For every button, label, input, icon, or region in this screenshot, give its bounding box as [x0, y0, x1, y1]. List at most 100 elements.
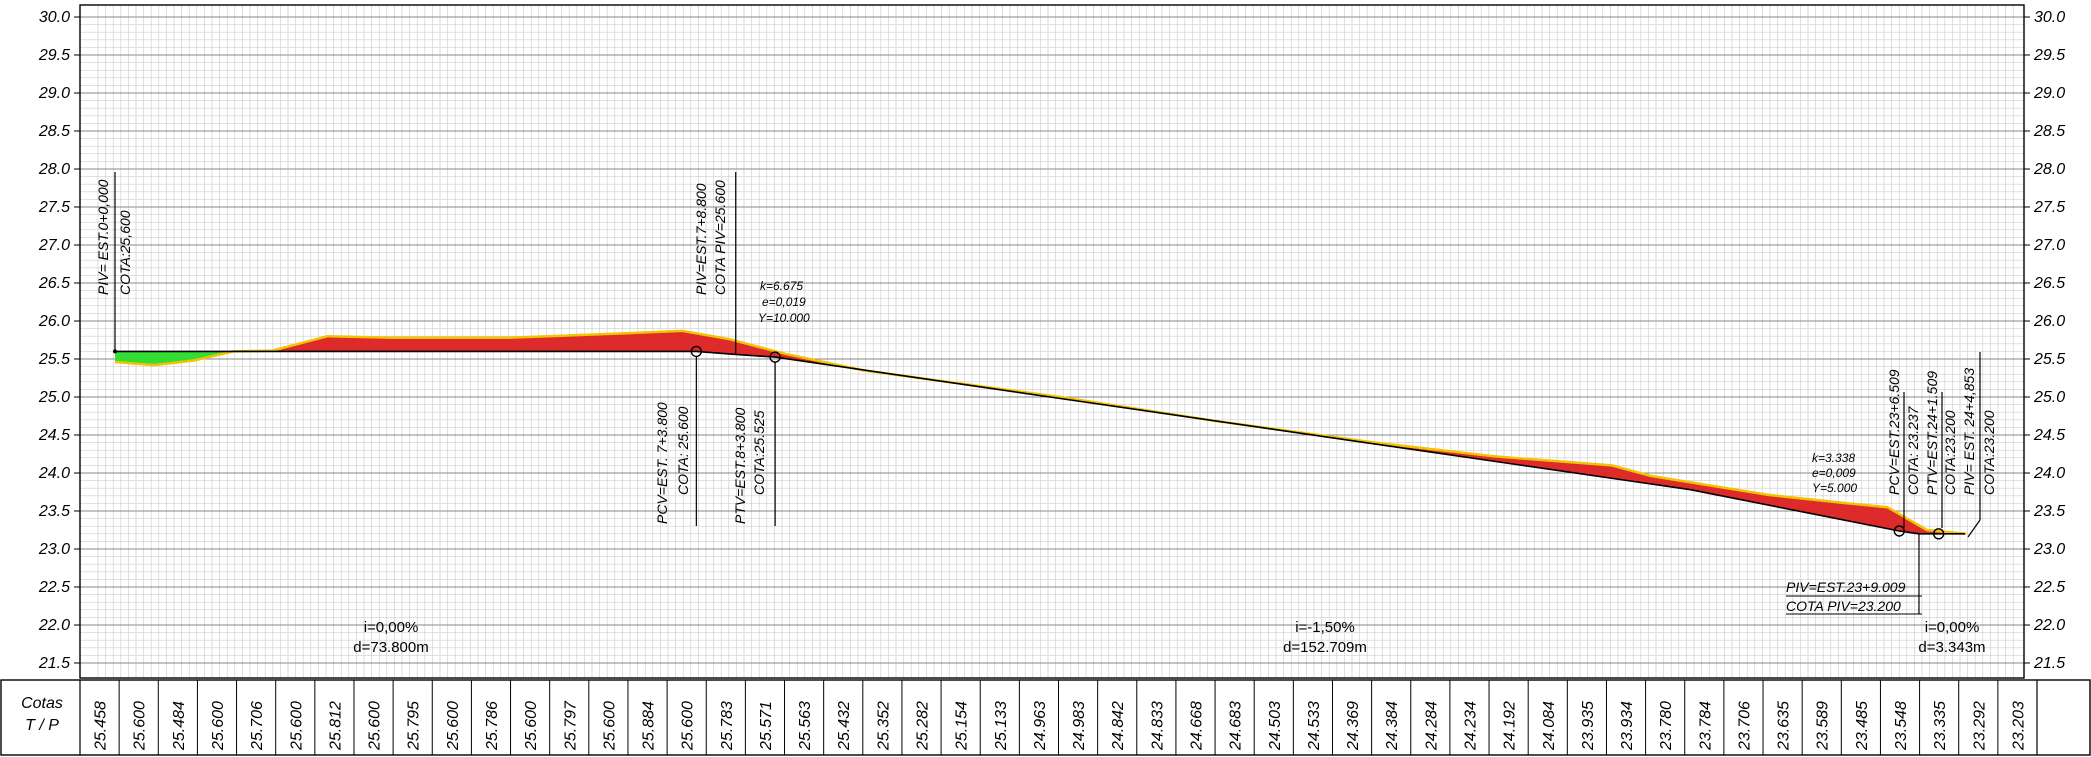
table-cell-value: 24.384 [1384, 701, 1401, 751]
table-header-cotas: Cotas [21, 695, 63, 712]
grade-2-slope: i=-1,50% [1295, 619, 1355, 636]
chart-border [79, 4, 2025, 679]
y-tick-label-right: 24.0 [2033, 465, 2065, 482]
piv-start-elevation: COTA:25,600 [117, 210, 133, 295]
grade-line [115, 350, 1965, 535]
y-tick-label-right: 24.5 [2033, 427, 2065, 444]
y-tick-label-right: 26.5 [2033, 275, 2065, 292]
table-cell-value: 25.706 [249, 701, 266, 751]
table-cell-value: 23.548 [1893, 701, 1910, 751]
leader-line [1967, 519, 1981, 538]
table-cell-value: 24.533 [1306, 701, 1323, 751]
table-cell-value: 25.571 [758, 701, 775, 751]
y-tick-label-left: 23.0 [38, 541, 70, 558]
table-cell-value: 24.369 [1345, 701, 1362, 751]
y-tick-label-left: 27.5 [38, 199, 70, 216]
y-tick-label-right: 25.5 [2033, 351, 2065, 368]
y-tick-label-left: 29.0 [38, 85, 70, 102]
table-cell-value: 24.668 [1189, 701, 1206, 751]
table-cell-value: 23.292 [1971, 701, 1988, 751]
y-tick-label-left: 28.0 [38, 161, 70, 178]
table-cell-value: 25.600 [523, 701, 540, 751]
table-cell-value: 25.812 [327, 701, 344, 751]
table-cell-value: 25.797 [562, 700, 579, 751]
table-cell-value: 25.133 [993, 701, 1010, 751]
table-cell-value: 25.154 [954, 701, 971, 751]
ptv-2-elevation: COTA:23.200 [1942, 410, 1958, 495]
table-cell-value: 23.635 [1776, 701, 1793, 751]
cut-area [1261, 427, 1959, 534]
table-cell-value: 24.842 [1110, 701, 1127, 751]
piv-2-elevation: COTA PIV=23.200 [1786, 598, 1901, 614]
grade-3-slope: i=0,00% [1925, 619, 1980, 636]
cut-area [256, 330, 848, 368]
table-cell-value: 24.833 [1149, 701, 1166, 751]
table-cell-value: 25.600 [132, 701, 149, 751]
curve-2-e: e=0,009 [1812, 466, 1856, 480]
y-tick-label-right: 29.0 [2033, 85, 2065, 102]
y-tick-label-right: 22.5 [2033, 579, 2065, 596]
y-tick-label-left: 27.0 [38, 237, 70, 254]
y-tick-label-right: 23.0 [2033, 541, 2065, 558]
table-cell-value: 25.432 [836, 701, 853, 751]
pcv-1-station: PCV=EST. 7+3.800 [654, 402, 670, 524]
y-tick-label-right: 28.5 [2033, 123, 2065, 140]
fill-area [115, 351, 230, 366]
piv-end-elevation: COTA:23.200 [1981, 410, 1997, 495]
y-tick-label-left: 30.0 [39, 9, 70, 26]
table-cell-value: 24.983 [1071, 701, 1088, 751]
y-axis-right: 30.0 29.5 29.0 28.5 28.0 27.5 27.0 26.5 26.0 25.5… [2024, 9, 2065, 672]
table-cell-value: 24.683 [1228, 701, 1245, 751]
y-tick-label-right: 21.5 [2033, 655, 2065, 672]
y-tick-label-left: 26.5 [38, 275, 70, 292]
y-axis-left: 30.0 29.5 29.0 28.5 28.0 27.5 27.0 26.5 26.0 25.5… [38, 9, 80, 672]
grade-2-length: d=152.709m [1283, 639, 1367, 656]
table-cell-value: 25.352 [875, 701, 892, 751]
y-tick-label-right: 27.5 [2033, 199, 2065, 216]
table-cell-value: 25.786 [484, 701, 501, 751]
table-cell-value: 25.600 [601, 701, 618, 751]
table-cell-value: 25.783 [719, 701, 736, 751]
table-cell-value: 25.458 [93, 701, 110, 751]
y-tick-label-left: 24.0 [38, 465, 70, 482]
piv-1-elevation: COTA PIV=25.600 [712, 180, 728, 295]
table-cell-value: 25.282 [915, 701, 932, 751]
y-tick-label-right: 25.0 [2033, 389, 2065, 406]
table-cell-value: 23.784 [1697, 701, 1714, 751]
table-cell-value: 25.484 [171, 701, 188, 751]
y-tick-label-left: 22.0 [38, 617, 70, 634]
piv-start-station: PIV= EST.0+0,000 [95, 179, 111, 295]
ptv-1-elevation: COTA:25.525 [751, 410, 767, 495]
table-cell-value: 23.706 [1737, 701, 1754, 751]
grid-major [80, 16, 2024, 664]
table-cell-value: 24.284 [1423, 701, 1440, 751]
table-cell-value: 23.335 [1932, 701, 1949, 751]
table-cell-value: 25.600 [367, 701, 384, 751]
y-tick-label-left: 25.5 [38, 351, 70, 368]
table-cell-value: 25.563 [797, 701, 814, 751]
table-cell-value: 23.485 [1854, 701, 1871, 751]
ptv-1-station: PTV=EST.8+3.800 [732, 408, 748, 524]
curve-1-k: k=6.675 [760, 279, 803, 293]
table-cell-value: 23.934 [1619, 701, 1636, 751]
table-cell-value: 23.780 [1658, 701, 1675, 751]
y-tick-label-right: 26.0 [2033, 313, 2065, 330]
curve-1-y: Y=10.000 [758, 311, 810, 325]
table-cell-value: 23.203 [2010, 701, 2027, 751]
y-tick-label-right: 27.0 [2033, 237, 2065, 254]
table-border [0, 679, 2091, 756]
grade-3-length: d=3.343m [1918, 639, 1985, 656]
y-tick-label-right: 29.5 [2033, 47, 2065, 64]
y-tick-label-left: 22.5 [38, 579, 70, 596]
table-cell-value: 25.600 [445, 701, 462, 751]
drawing-frame [0, 4, 2091, 756]
ptv-2-station: PTV=EST.24+1.509 [1924, 371, 1940, 495]
table-cell-value: 25.600 [288, 701, 305, 751]
elevation-table: 25.458 25.600 25.484 25.600 25.706 25.600 25.8… [93, 680, 2027, 755]
table-cell-value: 24.084 [1541, 701, 1558, 751]
table-cell-value: 25.600 [210, 701, 227, 751]
y-tick-label-right: 28.0 [2033, 161, 2065, 178]
y-tick-label-left: 25.0 [38, 389, 70, 406]
y-tick-label-right: 22.0 [2033, 617, 2065, 634]
piv-end-station: PIV= EST. 24+4,853 [1961, 368, 1977, 495]
